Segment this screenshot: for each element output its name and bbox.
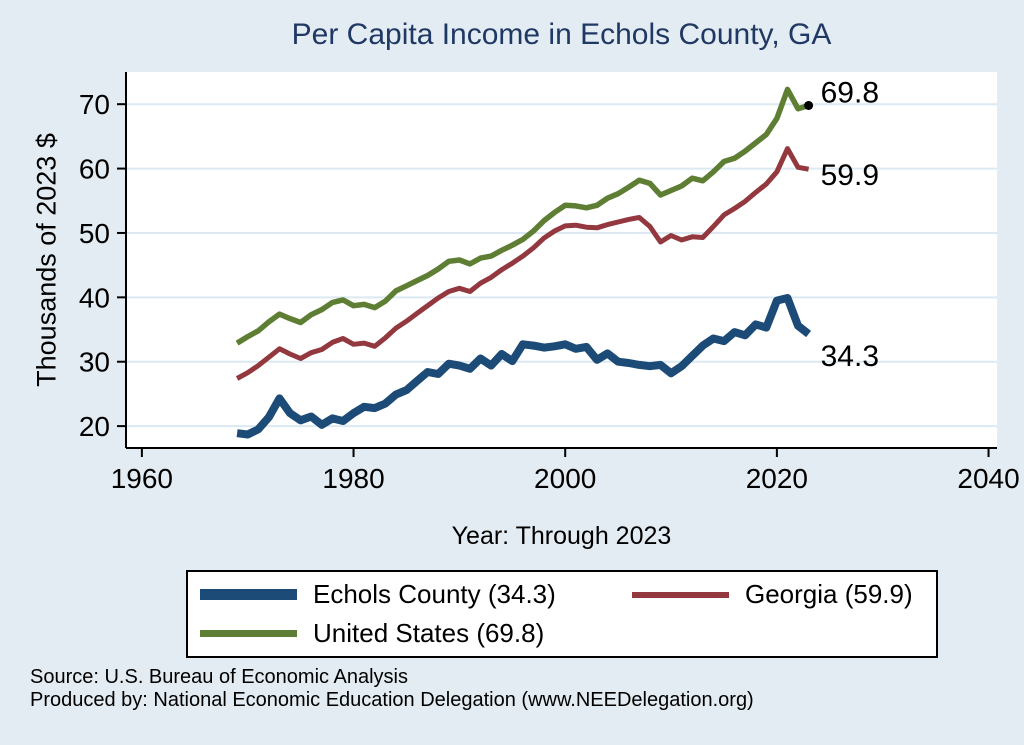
legend-swatch-united-states [200, 630, 297, 637]
chart-title: Per Capita Income in Echols County, GA [291, 18, 832, 51]
y-tick-label-70: 70 [79, 89, 110, 120]
y-tick-label-40: 40 [79, 282, 110, 313]
end-marker-united-states [804, 100, 814, 110]
y-axis-title: Thousands of 2023 $ [31, 133, 62, 387]
series-echols-county-line [236, 294, 812, 439]
legend-label-united-states: United States (69.8) [313, 618, 545, 648]
x-tick-label-2040: 2040 [957, 463, 1019, 494]
y-tick-label-50: 50 [79, 218, 110, 249]
series-united-states-line [235, 86, 810, 346]
y-tick-label-20: 20 [79, 411, 110, 442]
x-tick-label-2000: 2000 [534, 463, 596, 494]
end-label-echols-county: 34.3 [821, 340, 879, 373]
legend-swatch-georgia [632, 591, 729, 598]
legend-label-georgia: Georgia (59.9) [745, 579, 913, 609]
y-tick-label-60: 60 [79, 154, 110, 185]
x-tick-label-1980: 1980 [322, 463, 384, 494]
x-axis-title: Year: Through 2023 [451, 522, 672, 550]
footer-produced-by-line: Produced by: National Economic Education… [30, 689, 754, 711]
x-tick-label-2020: 2020 [746, 463, 808, 494]
plot-area [126, 72, 997, 448]
footer: Source: U.S. Bureau of Economic Analysis… [30, 666, 754, 712]
legend-item-georgia: Georgia (59.9) [632, 579, 936, 610]
plot-svg: 20 30 40 50 60 70 1960 1980 2000 2020 2040 34.3 59.9… [79, 72, 1020, 494]
legend-label-echols-county: Echols County (34.3) [313, 579, 556, 609]
end-label-georgia: 59.9 [821, 159, 879, 192]
legend: Echols County (34.3) Georgia (59.9) Unit… [186, 570, 938, 658]
footer-source-line: Source: U.S. Bureau of Economic Analysis [30, 666, 408, 688]
legend-swatch-echols-county [200, 589, 297, 600]
x-tick-label-1960: 1960 [111, 463, 173, 494]
legend-item-echols-county: Echols County (34.3) [200, 579, 632, 610]
series-georgia-line [235, 146, 810, 381]
end-label-united-states: 69.8 [821, 76, 879, 109]
legend-item-united-states: United States (69.8) [200, 618, 632, 649]
y-tick-label-30: 30 [79, 347, 110, 378]
